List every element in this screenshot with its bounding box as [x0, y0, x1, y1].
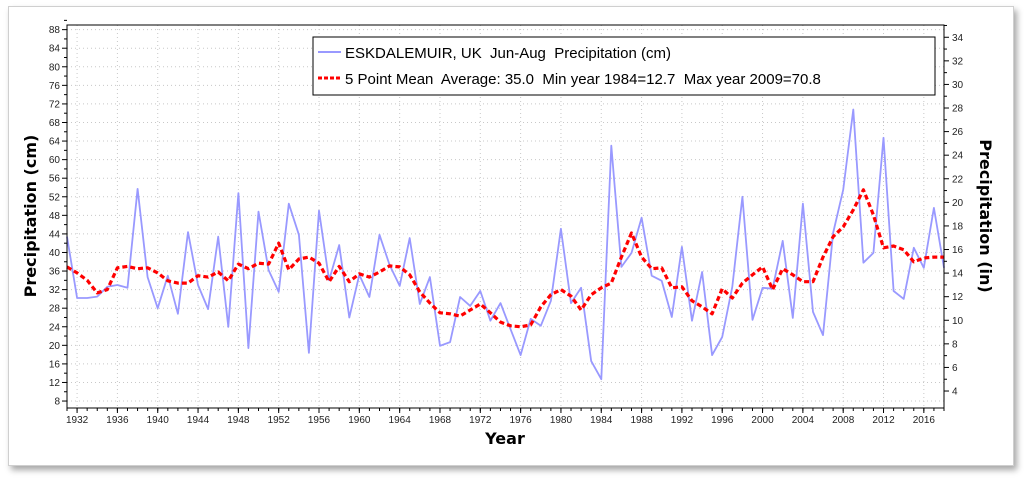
y2-tick-label: 20	[952, 198, 964, 209]
y-axis-label: Precipitation (cm)	[21, 135, 40, 298]
y-tick-label: 88	[49, 25, 61, 36]
precipitation-line	[66, 108, 945, 381]
legend: ESKDALEMUIR, UK Jun-Aug Precipitation (c…	[312, 36, 936, 96]
y2-tick-label: 32	[952, 56, 964, 67]
y2-tick-label: 6	[952, 363, 958, 374]
x-tick-label: 1972	[469, 415, 492, 426]
x-tick-label: 1988	[630, 415, 653, 426]
y2-tick-label: 28	[952, 104, 964, 115]
y-tick-label: 64	[49, 137, 61, 148]
five-point-mean-line	[66, 188, 944, 329]
y-tick-label: 44	[49, 229, 61, 240]
x-tick-label: 1976	[509, 415, 532, 426]
y2-tick-label: 24	[952, 151, 964, 162]
x-tick-label: 1996	[711, 415, 734, 426]
y-tick-label: 52	[49, 192, 61, 203]
series-lines	[66, 108, 945, 381]
x-tick-label: 2004	[792, 415, 815, 426]
y2-tick-label: 14	[952, 269, 964, 280]
y2-tick-label: 34	[952, 33, 964, 44]
x-tick-label: 1944	[187, 415, 210, 426]
x-tick-label: 1956	[308, 415, 331, 426]
x-tick-label: 1936	[106, 415, 129, 426]
y-tick-label: 84	[49, 44, 61, 55]
x-tick-label: 1992	[671, 415, 694, 426]
x-axis-label: Year	[484, 429, 525, 448]
y-tick-label: 8	[54, 397, 60, 408]
x-tick-label: 2000	[751, 415, 774, 426]
x-tick-label: 1952	[268, 415, 291, 426]
y2-tick-label: 30	[952, 80, 964, 91]
y-tick-label: 80	[49, 62, 61, 73]
y-tick-label: 20	[49, 341, 61, 352]
y-tick-label: 24	[49, 322, 61, 333]
y-tick-label: 48	[49, 211, 61, 222]
y2-tick-label: 4	[952, 387, 958, 398]
x-tick-label: 2016	[913, 415, 936, 426]
legend-label-mean: 5 Point Mean Average: 35.0 Min year 1984…	[345, 71, 821, 88]
x-tick-label: 1980	[550, 415, 573, 426]
y-tick-label: 56	[49, 174, 61, 185]
y-tick-label: 60	[49, 155, 61, 166]
y-tick-label: 68	[49, 118, 61, 129]
x-tick-label: 1964	[389, 415, 412, 426]
y-tick-label: 32	[49, 285, 61, 296]
y2-tick-label: 16	[952, 245, 964, 256]
x-tick-label: 1984	[590, 415, 613, 426]
legend-label-raw: ESKDALEMUIR, UK Jun-Aug Precipitation (c…	[345, 45, 671, 62]
y2-tick-label: 12	[952, 292, 964, 303]
y-tick-label: 16	[49, 359, 61, 370]
plot-border	[66, 24, 945, 409]
y2-tick-label: 26	[952, 127, 964, 138]
y2-tick-label: 8	[952, 339, 958, 350]
x-tick-label: 1960	[348, 415, 371, 426]
x-tick-label: 1948	[227, 415, 250, 426]
x-tick-label: 1932	[66, 415, 89, 426]
x-tick-label: 1968	[429, 415, 452, 426]
y2-tick-label: 22	[952, 174, 964, 185]
x-tick-label: 2008	[832, 415, 855, 426]
y-tick-label: 28	[49, 304, 61, 315]
y2-tick-label: 18	[952, 221, 964, 232]
y-tick-label: 76	[49, 81, 61, 92]
legend-box	[312, 36, 936, 96]
x-tick-label: 1940	[147, 415, 170, 426]
y2-axis-label: Precipitation (in)	[976, 139, 995, 292]
y-tick-label: 40	[49, 248, 61, 259]
y-tick-label: 12	[49, 378, 61, 389]
y-tick-label: 36	[49, 267, 61, 278]
y2-tick-label: 10	[952, 316, 964, 327]
x-tick-label: 2012	[872, 415, 895, 426]
y-tick-label: 72	[49, 99, 61, 110]
axis-ticks: 1932 1936 1940 1944 1948 1952 1956 1960 1964 1968…	[49, 19, 964, 426]
